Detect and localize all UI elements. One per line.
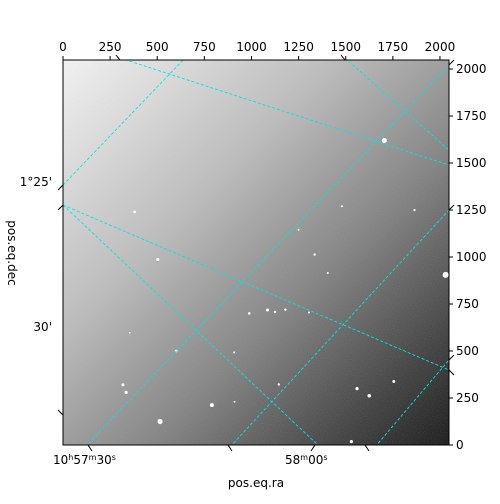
ra-tick-label: 58m00s	[285, 453, 328, 467]
x-pixel-tick-label: 500	[146, 40, 169, 54]
image-area	[63, 60, 449, 445]
y-axis-label: pos.eq.dec	[5, 220, 19, 285]
star-source	[121, 383, 125, 387]
y-pixel-tick-label: 1250	[456, 203, 487, 217]
sources-layer	[121, 137, 449, 444]
star-source	[284, 308, 287, 311]
pixel-axes: 0 250 500 750 1000 1250 1500 1750 2000 0 250 500 750…	[59, 40, 486, 452]
star-source	[233, 351, 236, 354]
dec-grid-line	[376, 359, 449, 445]
y-pixel-tick-label: 1000	[456, 250, 487, 264]
ra-tick	[87, 444, 93, 452]
star-source	[277, 383, 281, 386]
star-source	[156, 257, 160, 262]
ra-grid-line	[346, 60, 449, 151]
y-pixel-tick-label: 2000	[456, 62, 487, 76]
x-axis-label: pos.eq.ra	[228, 476, 284, 490]
x-pixel-tick-label: 2000	[425, 40, 456, 54]
dec-tick	[57, 409, 64, 416]
star-source	[326, 271, 329, 274]
star-source	[340, 205, 343, 208]
dec-tick-label: 1°25'	[20, 175, 52, 189]
star-source	[392, 380, 396, 383]
ra-tick	[115, 54, 121, 61]
dec-tick	[448, 204, 455, 211]
star-source	[367, 393, 372, 398]
x-pixel-tick-label: 750	[193, 40, 216, 54]
ra-tick-label: 10h57m30s	[53, 453, 116, 467]
y-pixel-tick-label: 1500	[456, 156, 487, 170]
star-source	[297, 228, 300, 231]
x-pixel-tick-label: 0	[59, 40, 67, 54]
dec-tick	[57, 184, 64, 191]
dec-tick	[57, 204, 64, 211]
dec-grid-line	[231, 209, 449, 445]
star-source	[157, 418, 163, 425]
star-source	[355, 387, 359, 391]
x-pixel-tick-label: 250	[99, 40, 122, 54]
x-pixel-tick-label: 1750	[378, 40, 409, 54]
dec-grid-line	[63, 60, 184, 186]
wcs-ticks	[57, 54, 455, 452]
star-source	[133, 210, 136, 214]
star-source	[307, 311, 310, 314]
image-noise	[63, 60, 449, 445]
y-pixel-tick-label: 1750	[456, 109, 487, 123]
plot-frame	[62, 59, 450, 446]
dec-tick	[448, 354, 455, 361]
star-source	[209, 403, 214, 408]
wcs-grid	[63, 60, 449, 445]
star-source	[265, 308, 269, 312]
ra-tick	[310, 444, 316, 452]
star-source	[381, 137, 387, 143]
ra-tick	[340, 54, 346, 61]
star-source	[349, 440, 353, 444]
y-pixel-tick-label: 0	[456, 438, 464, 452]
star-source	[124, 390, 128, 394]
star-source	[247, 312, 251, 315]
ra-grid-line	[63, 204, 319, 445]
dec-grid-line	[86, 64, 449, 445]
star-source	[313, 253, 316, 256]
ra-tick	[364, 444, 370, 452]
y-pixel-tick-label: 500	[456, 344, 479, 358]
y-pixel-tick-label: 250	[456, 391, 479, 405]
star-source	[442, 271, 449, 278]
x-pixel-tick-label: 1000	[236, 40, 267, 54]
dec-tick-label: 30'	[33, 320, 52, 334]
star-source	[128, 331, 131, 334]
star-source	[273, 310, 277, 314]
star-source	[233, 400, 236, 403]
x-pixel-tick-label: 1500	[330, 40, 361, 54]
y-pixel-tick-label: 750	[456, 297, 479, 311]
ra-tick	[227, 444, 233, 452]
ra-grid-line	[124, 60, 449, 166]
x-pixel-tick-label: 1250	[283, 40, 314, 54]
star-source	[413, 208, 416, 212]
dec-tick	[448, 59, 455, 66]
ra-tick	[448, 369, 455, 376]
